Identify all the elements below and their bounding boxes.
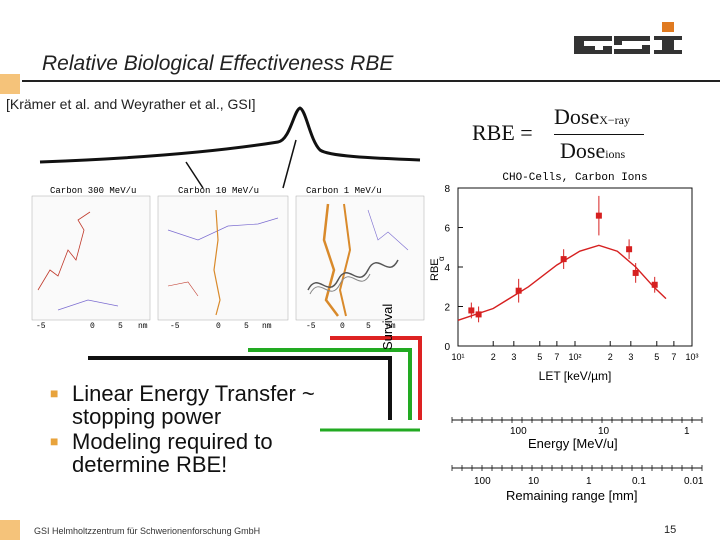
track-tick: 5	[244, 322, 249, 331]
track-panel-3	[295, 195, 425, 321]
y-tick-label: 6	[444, 224, 450, 235]
footer-institution: GSI Helmholtzzentrum für Schwerionenfors…	[34, 526, 261, 536]
x-tick-label: 5	[654, 352, 659, 362]
data-point	[468, 307, 475, 314]
track-tick: 0	[340, 322, 345, 331]
chart-frame	[457, 187, 693, 347]
bullet-item: ■ Modeling required to determine RBE!	[50, 429, 273, 477]
rbe-chart: CHO-Cells, Carbon Ions 0 2 4 6 8 10¹ 2 3 5 7 10² 2 3 5…	[429, 172, 699, 383]
track-label-1: Carbon 300 MeV/u	[50, 186, 137, 196]
energy-axis-label: Energy [MeV/u]	[528, 436, 618, 451]
y-tick-label: 2	[444, 303, 450, 314]
data-point	[515, 287, 522, 294]
chart-title: CHO-Cells, Carbon Ions	[502, 172, 647, 184]
survival-lines	[88, 336, 422, 432]
track-tick: 0	[216, 322, 221, 331]
orange-accent-bottom	[0, 520, 20, 540]
energy-tick: 100	[510, 426, 527, 437]
page-number: 15	[664, 524, 677, 536]
x-axis-label: LET [keV/µm]	[539, 369, 612, 383]
track-tick: nm	[386, 322, 396, 331]
formula-lhs: RBE =	[472, 120, 533, 145]
range-tick: 100	[474, 476, 491, 487]
energy-tick: 1	[684, 426, 690, 437]
x-tick-label: 10³	[685, 352, 698, 362]
x-tick-label: 2	[608, 352, 613, 362]
x-tick-label: 10²	[568, 352, 581, 362]
title-underline	[22, 80, 720, 82]
x-tick-label: 7	[554, 352, 559, 362]
track-axis-ticks: -5 0 5 nm -5 0 5 nm -5 0 5 nm	[30, 322, 410, 334]
y-tick-label: 0	[444, 342, 450, 353]
track-panel-1	[31, 195, 151, 321]
fraction-bar	[554, 134, 644, 135]
track-tick: 5	[366, 322, 371, 331]
track-tick: -5	[306, 322, 316, 331]
track-structure-figure	[31, 106, 425, 321]
data-point	[560, 256, 567, 263]
track-tick: 5	[118, 322, 123, 331]
formula-denominator: Doseions	[560, 138, 626, 163]
range-tick: 10	[528, 476, 540, 487]
y-tick-label: 4	[444, 263, 450, 274]
x-tick-label: 3	[511, 352, 516, 362]
range-axis-label: Remaining range [mm]	[506, 488, 638, 503]
y-axis-label: RBE	[429, 258, 441, 281]
page-title: Relative Biological Effectiveness RBE	[42, 52, 394, 75]
x-tick-label: 3	[628, 352, 633, 362]
y-tick-label: 8	[444, 184, 450, 195]
track-tick: 0	[90, 322, 95, 331]
range-tick: 1	[586, 476, 592, 487]
bullet-item: ■ Linear Energy Transfer ~ stopping power	[50, 381, 315, 429]
bragg-curve	[39, 106, 421, 164]
track-tick: -5	[36, 322, 46, 331]
energy-tick: 10	[598, 426, 610, 437]
data-point	[632, 269, 639, 276]
x-tick-label: 5	[537, 352, 542, 362]
track-panel-2	[157, 195, 289, 321]
range-tick: 0.01	[684, 476, 704, 487]
track-label-3: Carbon 1 MeV/u	[306, 186, 382, 196]
fit-curve	[457, 244, 667, 321]
data-point	[595, 212, 602, 219]
track-tick: -5	[170, 322, 180, 331]
x-tick-label: 7	[671, 352, 676, 362]
track-tick: nm	[262, 322, 272, 331]
y-axis-label-sub: α	[437, 256, 446, 261]
range-tick: 0.1	[632, 476, 646, 487]
arrow-1	[185, 161, 204, 189]
data-point	[626, 246, 633, 253]
formula-numerator: DoseX−ray	[554, 104, 630, 129]
reference-text: [Krämer et al. and Weyrather et al., GSI…	[6, 96, 256, 112]
energy-range-axes	[451, 417, 703, 471]
bullet-list: ■ Linear Energy Transfer ~ stopping power…	[50, 382, 350, 478]
track-label-2: Carbon 10 MeV/u	[178, 186, 260, 196]
orange-accent-top	[0, 74, 20, 94]
arrow-2	[282, 139, 297, 189]
x-tick-label: 10¹	[451, 352, 464, 362]
data-point	[651, 281, 658, 288]
track-tick: nm	[138, 322, 148, 331]
x-tick-label: 2	[491, 352, 496, 362]
survival-axis-label: Survival	[380, 303, 395, 350]
data-point	[475, 311, 482, 318]
rbe-formula: RBE = DoseX−ray Doseions	[470, 104, 670, 164]
gsi-logo	[574, 22, 682, 54]
